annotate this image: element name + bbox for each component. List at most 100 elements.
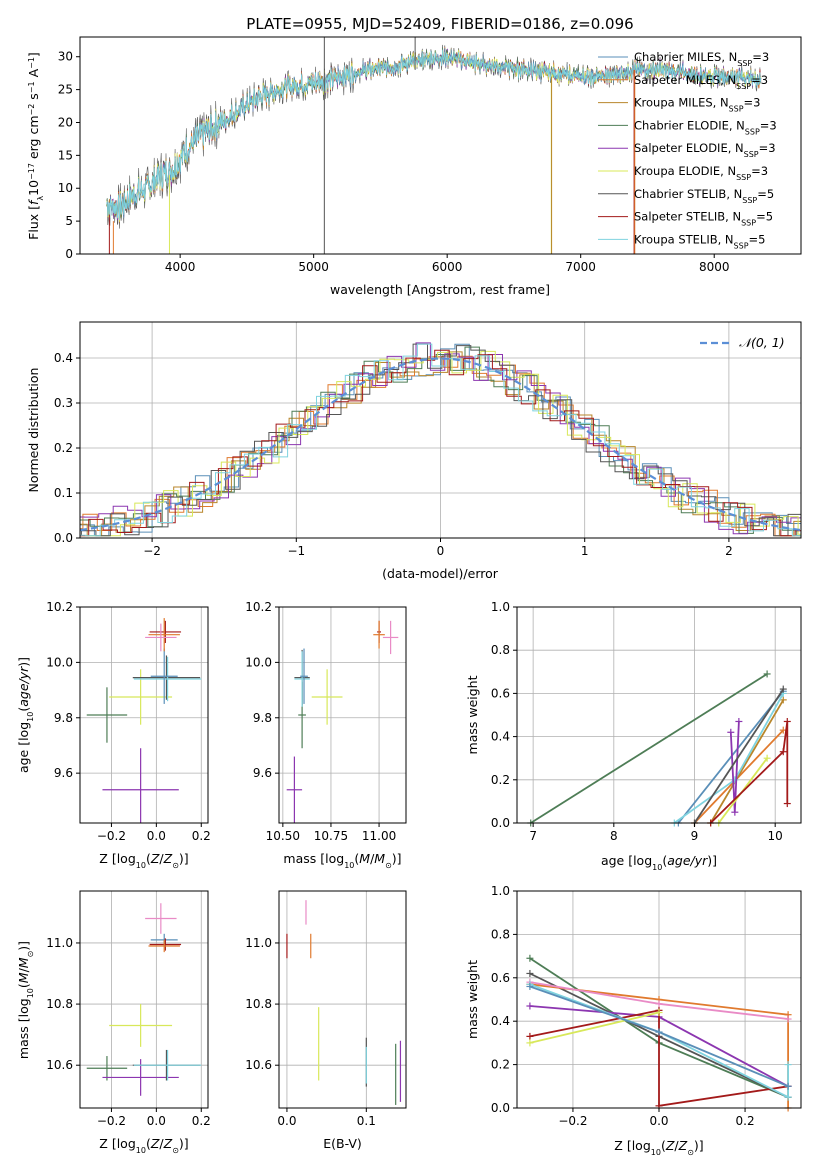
y-tick-label: 10.0 (46, 655, 73, 669)
weight-line (709, 721, 789, 823)
y-tick-label: 9.6 (54, 766, 73, 780)
x-tick-label: 0.2 (736, 1114, 755, 1128)
y-tick-label: 10.0 (245, 655, 272, 669)
histogram-series (80, 343, 801, 537)
spectrum-title: PLATE=0955, MJD=52409, FIBERID=0186, z=0… (246, 15, 633, 33)
y-tick-label: 9.8 (54, 711, 73, 725)
legend-entry: Salpeter ELODIE, NSSP=3 (634, 141, 776, 159)
histogram-series (80, 343, 801, 537)
legend-entry: 𝒩(0, 1) (739, 335, 785, 350)
weight-line (529, 1011, 660, 1044)
y-tick-label: 10.6 (245, 1058, 272, 1072)
x-axis-label: E(B-V) (323, 1136, 362, 1151)
y-tick-label: 0.6 (491, 686, 510, 700)
y-axis-label: mass weight (465, 675, 480, 754)
y-tick-label: 0.0 (491, 816, 510, 830)
y-tick-label: 9.6 (253, 766, 272, 780)
x-tick-label: 10 (768, 829, 783, 843)
x-tick-label: 0.1 (357, 1114, 376, 1128)
x-tick-label: 0.0 (147, 1114, 166, 1128)
y-tick-label: 1.0 (491, 600, 510, 614)
y-tick-label: 10.6 (46, 1058, 73, 1072)
legend-entry: Chabrier MILES, NSSP=3 (634, 50, 769, 68)
y-tick-label: 0.1 (54, 486, 73, 500)
y-axis-label: mass [log10(M/M⊙)] (16, 941, 35, 1059)
x-tick-label: 9 (691, 829, 699, 843)
x-tick-label: 7 (529, 829, 537, 843)
x-tick-label: −2 (143, 544, 161, 558)
x-axis-label: Z [log10(Z/Z⊙)] (614, 1138, 703, 1157)
mass-vs-EBV-plot: 0.0 0.1 10.6 10.8 11.0 E(B-V) (245, 890, 407, 1151)
y-tick-label: 0.0 (491, 1101, 510, 1115)
x-axis-label: (data-model)/error (382, 566, 499, 581)
weight-vs-Z-plot: −0.2 0.0 0.2 0.0 0.2 0.4 0.6 0.8 1.0 Z [log10(Z/Z… (465, 884, 802, 1157)
histogram-series (80, 346, 801, 537)
x-axis-label: age [log10(age/yr)] (601, 853, 717, 872)
y-tick-label: 0.2 (491, 773, 510, 787)
y-tick-label: 9.8 (253, 711, 272, 725)
weight-line (709, 699, 785, 823)
y-tick-label: 10.2 (46, 600, 73, 614)
legend-entry: Salpeter MILES, NSSP=3 (634, 73, 768, 91)
x-tick-label: −1 (287, 544, 305, 558)
x-tick-label: 2 (725, 544, 733, 558)
y-tick-label: 10 (58, 181, 73, 195)
x-axis-label: mass [log10(M/M⊙)] (283, 851, 401, 870)
histogram-series (80, 349, 801, 537)
x-tick-label: 1 (581, 544, 589, 558)
y-tick-label: 0.3 (54, 396, 73, 410)
y-tick-label: 10.8 (46, 997, 73, 1011)
y-tick-label: 20 (58, 115, 73, 129)
x-tick-label: 4000 (165, 260, 196, 274)
weight-line (529, 1009, 789, 1107)
x-axis-label: Z [log10(Z/Z⊙)] (99, 1136, 188, 1155)
legend-entry: Kroupa ELODIE, NSSP=3 (634, 164, 768, 182)
histogram-series (80, 350, 801, 537)
y-tick-label: 0.2 (491, 1058, 510, 1072)
gaussian-curve (80, 357, 801, 532)
y-tick-label: 1.0 (491, 884, 510, 898)
y-tick-label: 10.8 (245, 997, 272, 1011)
x-tick-label: 7000 (565, 260, 596, 274)
legend-entry: Chabrier ELODIE, NSSP=3 (634, 118, 777, 136)
weight-line (530, 673, 768, 823)
y-tick-label: 0.0 (54, 531, 73, 545)
x-axis-label: wavelength [Angstrom, rest frame] (330, 282, 550, 297)
x-tick-label: 10.50 (266, 829, 300, 843)
x-tick-label: 0 (437, 544, 445, 558)
y-tick-label: 0.2 (54, 441, 73, 455)
histogram-series (80, 343, 801, 537)
axes-frame (79, 606, 209, 824)
spectrum-plot: 4000 5000 6000 7000 8000 0 5 10 15 20 25 30 waveleng… (26, 36, 802, 297)
y-tick-label: 0.4 (54, 351, 73, 365)
y-axis-label: mass weight (465, 960, 480, 1039)
y-tick-label: 0.6 (491, 971, 510, 985)
x-tick-label: −0.2 (97, 829, 126, 843)
legend-entry: Kroupa STELIB, NSSP=5 (634, 232, 765, 250)
y-axis-label: age [log10(age/yr)] (16, 657, 35, 773)
y-tick-label: 5 (65, 214, 73, 228)
legend-entry: Chabrier STELIB, NSSP=5 (634, 187, 774, 205)
y-tick-label: 11.0 (46, 936, 73, 950)
y-tick-label: 0.4 (491, 730, 510, 744)
x-tick-label: 0.0 (649, 1114, 668, 1128)
age-vs-mass-plot: 10.50 10.75 11.00 9.6 9.8 10.0 10.2 mass [log10… (245, 600, 407, 870)
y-tick-label: 25 (58, 83, 73, 97)
y-tick-label: 0.4 (491, 1014, 510, 1028)
axes-frame (278, 606, 407, 824)
spectrum-line (106, 49, 762, 221)
x-axis-label: Z [log10(Z/Z⊙)] (99, 851, 188, 870)
x-tick-label: 11.00 (362, 829, 396, 843)
y-axis-label: Normed distribution (26, 368, 41, 493)
y-tick-label: 0.8 (491, 643, 510, 657)
weight-line (529, 983, 789, 1099)
y-tick-label: 30 (58, 50, 73, 64)
x-tick-label: 8000 (699, 260, 730, 274)
mass-vs-Z-plot: −0.2 0.0 0.2 10.6 10.8 11.0 Z [log10(Z/Z⊙)] mas… (16, 890, 211, 1155)
y-axis-label: Flux [fλ10−17 erg cm−2 s−1 A−1] (26, 52, 45, 240)
y-tick-label: 11.0 (245, 936, 272, 950)
x-tick-label: 5000 (298, 260, 329, 274)
y-tick-label: 0 (65, 247, 73, 261)
legend-entry: Salpeter STELIB, NSSP=5 (634, 210, 773, 228)
